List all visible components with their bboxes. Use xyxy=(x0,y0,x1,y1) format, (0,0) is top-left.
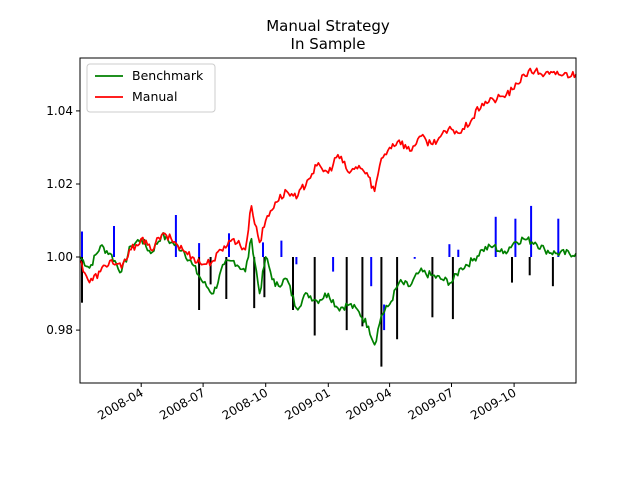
legend-label-benchmark: Benchmark xyxy=(132,68,204,83)
legend-label-manual: Manual xyxy=(132,89,177,104)
y-tick-label-1: 1.00 xyxy=(46,250,73,264)
y-tick-label-2: 1.02 xyxy=(46,177,73,191)
series-line-manual xyxy=(79,67,577,284)
y-tick-label-0: 0.98 xyxy=(46,323,73,337)
y-tick-label-3: 1.04 xyxy=(46,104,73,118)
chart-subtitle: In Sample xyxy=(291,35,366,53)
y-axis: 0.98 1.00 1.02 1.04 xyxy=(46,104,80,337)
legend: Benchmark Manual xyxy=(86,63,216,113)
trade-markers xyxy=(81,205,560,367)
series-lines xyxy=(79,67,577,346)
chart-title: Manual Strategy xyxy=(266,17,390,35)
